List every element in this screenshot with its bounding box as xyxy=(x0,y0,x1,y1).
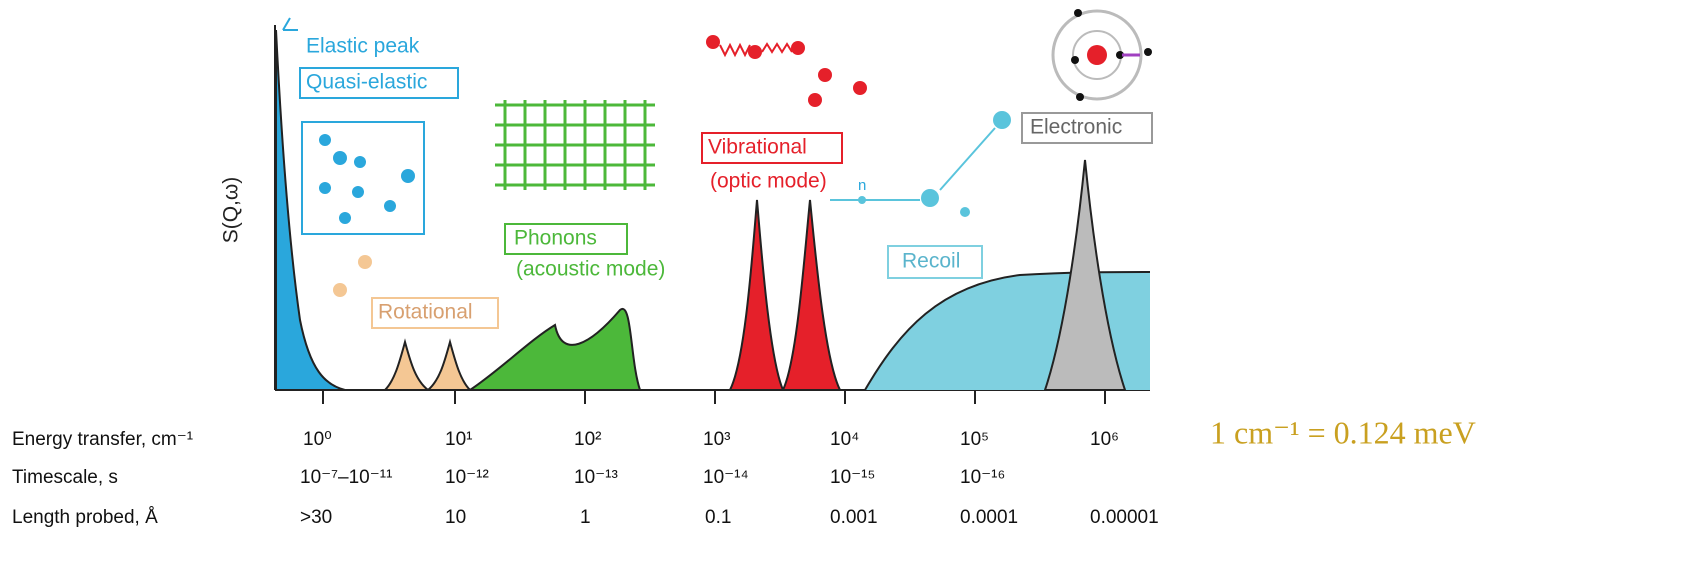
row-tick-label: >30 xyxy=(300,507,332,528)
row-tick-label: 10⁰ xyxy=(303,429,332,450)
peak-label: Rotational xyxy=(378,301,473,324)
row-tick-label: 0.001 xyxy=(830,507,878,528)
row-label: Length probed, Å xyxy=(12,507,158,528)
row-tick-label: 10⁻⁷–10⁻¹¹ xyxy=(300,467,392,488)
peak-label: Vibrational xyxy=(708,136,807,159)
diagram: S(Q,ω) Elastic peak Quasi-elastic Rotati… xyxy=(0,0,1707,578)
row-tick-label: 10⁵ xyxy=(960,429,989,450)
row-tick-label: 10² xyxy=(574,429,601,450)
arrow xyxy=(283,18,298,30)
recoil-icon xyxy=(858,111,1011,217)
y-axis-label: S(Q,ω) xyxy=(220,177,243,244)
peak-label: Phonons xyxy=(514,227,597,250)
recoil-arrows xyxy=(830,128,995,200)
row-label: Energy transfer, cm⁻¹ xyxy=(12,429,193,450)
row-label: Timescale, s xyxy=(12,467,118,488)
rotor-icon xyxy=(333,255,372,297)
vibrational-peaks xyxy=(730,200,840,390)
peak-note: (optic mode) xyxy=(710,170,827,193)
tick-marks xyxy=(323,390,1105,404)
row-tick-label: 10⁻¹³ xyxy=(574,467,618,488)
lattice-icon xyxy=(495,100,655,190)
peak-label: Quasi-elastic xyxy=(306,71,427,94)
neutron-label: n xyxy=(858,177,866,194)
conversion-note: 1 cm⁻¹ = 0.124 meV xyxy=(1210,414,1476,450)
row-tick-label: 10⁻¹⁵ xyxy=(830,467,875,488)
scale-rows: Energy transfer, cm⁻¹ 10⁰ 10¹ 10² 10³ 10⁴ 10⁵ 1… xyxy=(12,429,1159,528)
row-tick-label: 0.1 xyxy=(705,507,731,528)
row-tick-label: 10⁴ xyxy=(830,429,859,450)
peak-label: Electronic xyxy=(1030,116,1122,139)
peak-note: (acoustic mode) xyxy=(516,258,665,281)
row-tick-label: 10⁻¹⁴ xyxy=(703,467,749,488)
row-tick-label: 10⁻¹⁶ xyxy=(960,467,1005,488)
row-tick-label: 0.00001 xyxy=(1090,507,1159,528)
rotational-peaks xyxy=(385,342,470,390)
row-tick-label: 10⁶ xyxy=(1090,429,1119,450)
row-tick-label: 10³ xyxy=(703,429,730,450)
row-tick-label: 10¹ xyxy=(445,429,472,450)
atom-icon xyxy=(1053,9,1152,101)
row-tick-label: 1 xyxy=(580,507,591,528)
row-tick-label: 0.0001 xyxy=(960,507,1018,528)
row-tick-label: 10⁻¹² xyxy=(445,467,489,488)
peak-label: Elastic peak xyxy=(306,35,420,58)
peak-label: Recoil xyxy=(902,250,960,273)
row-tick-label: 10 xyxy=(445,507,466,528)
molecule-icon xyxy=(319,134,415,224)
